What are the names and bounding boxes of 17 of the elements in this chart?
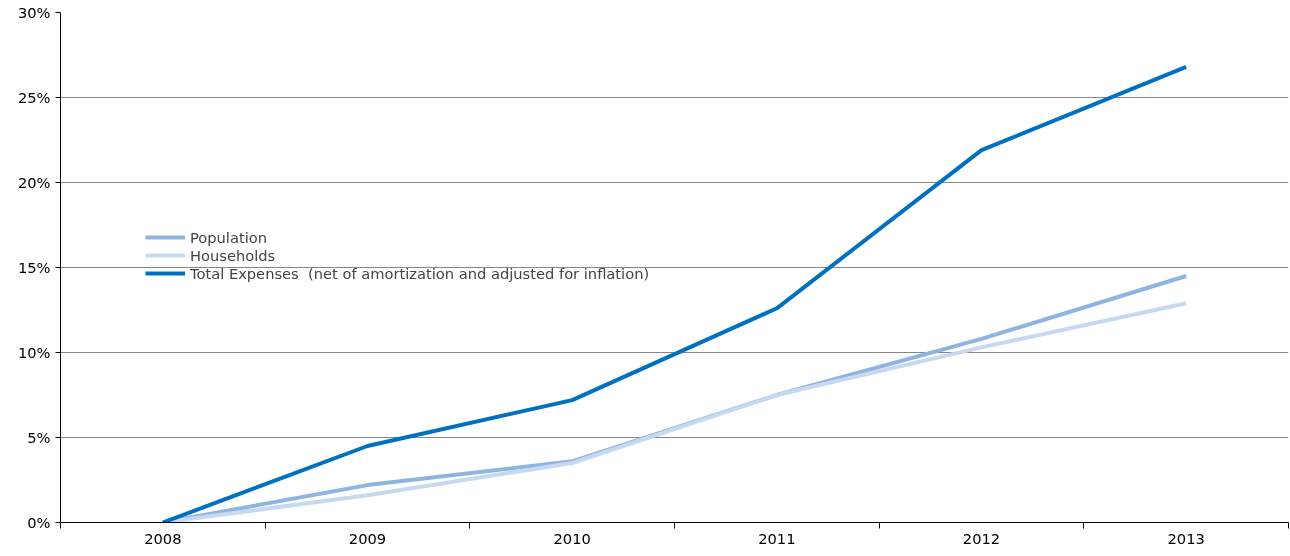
x-tick-label: 2011: [758, 529, 796, 547]
x-tick-label: 2012: [962, 529, 1001, 547]
x-tick-label: 2010: [553, 529, 591, 547]
x-tick-label: 2009: [348, 529, 387, 547]
y-tick-label: 5%: [27, 429, 51, 446]
legend-label: Total Expenses (net of amortization and adjusted for inflation): [190, 264, 650, 282]
y-tick-label: 30%: [17, 4, 51, 21]
y-tick-label: 0%: [27, 514, 51, 531]
y-tick-label: 25%: [17, 89, 51, 106]
legend-label: Households: [190, 246, 276, 264]
y-tick-label: 15%: [17, 259, 51, 276]
x-tick-label: 2013: [1167, 529, 1205, 547]
y-tick-label: 20%: [17, 174, 51, 191]
x-tick-label: 2008: [144, 529, 182, 547]
line-series: [160, 64, 1189, 523]
y-tick-label: 10%: [17, 344, 51, 361]
legend-label: Population: [190, 228, 268, 246]
